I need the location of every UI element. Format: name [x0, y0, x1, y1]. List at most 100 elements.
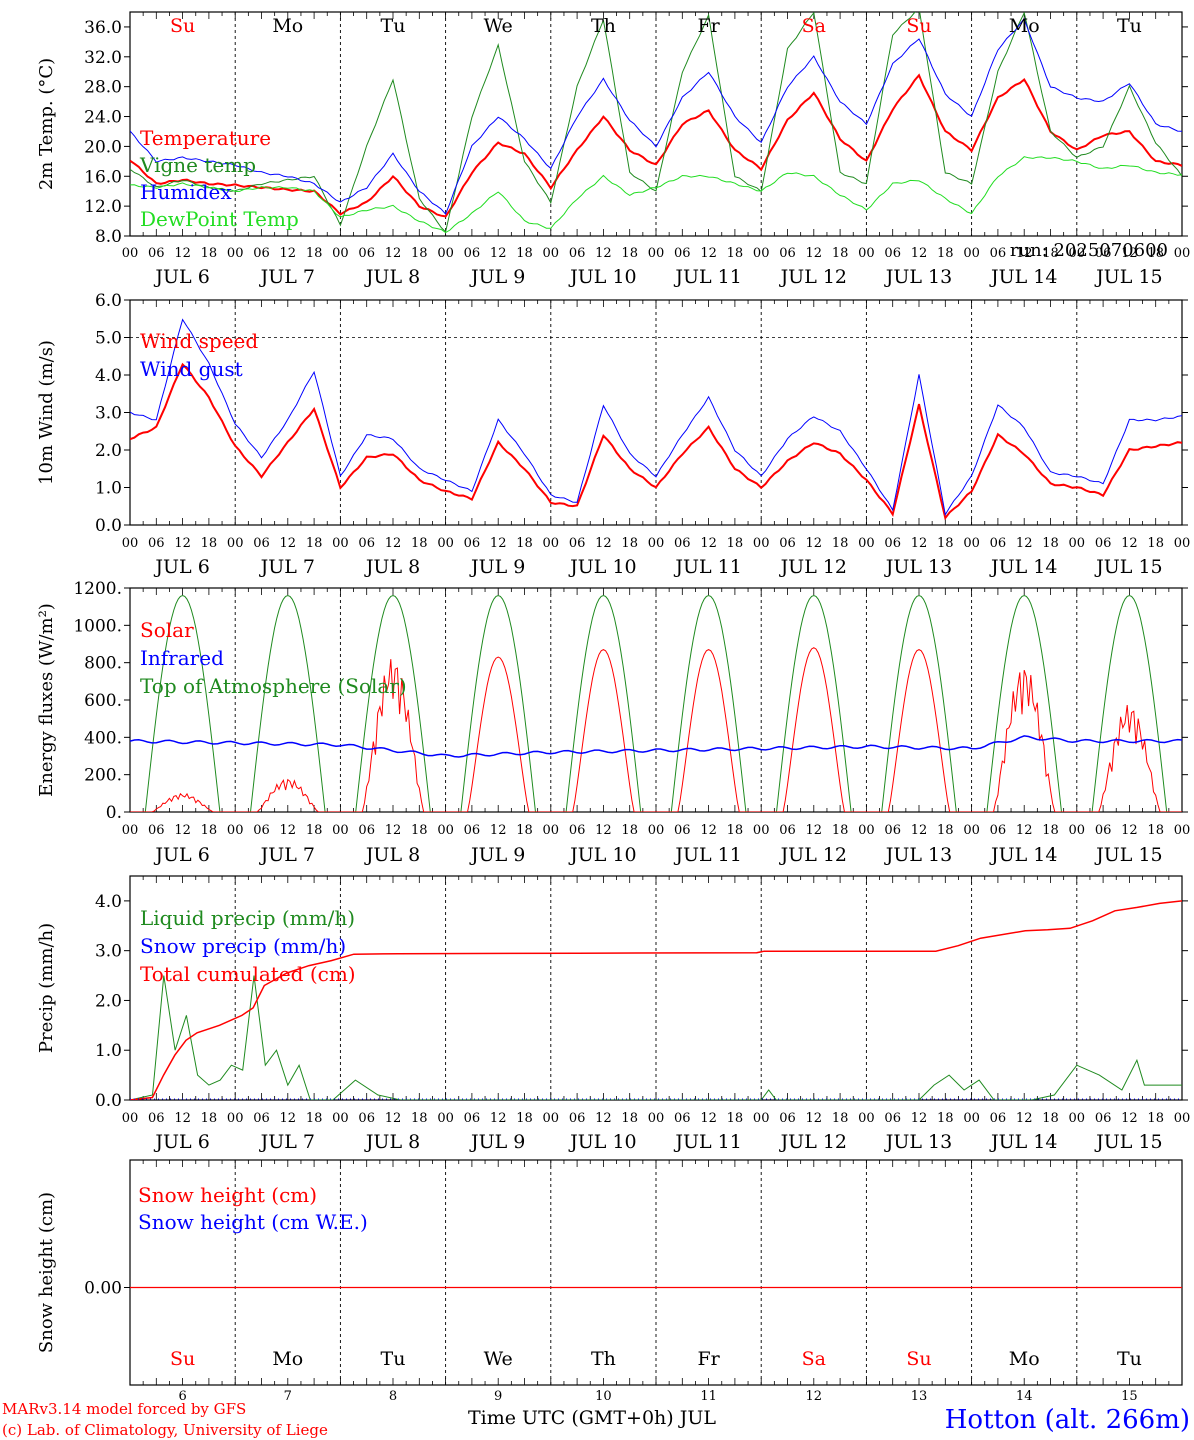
- x-hour-label: 06: [779, 1111, 796, 1126]
- day-number-label: 9: [494, 1389, 502, 1404]
- series-infrared: [130, 735, 1182, 758]
- legend-wind-speed: Wind speed: [140, 329, 258, 353]
- x-hour-label: 12: [806, 536, 823, 551]
- x-hour-label: 18: [832, 536, 849, 551]
- x-hour-label: 00: [227, 246, 244, 261]
- x-hour-label: 12: [595, 823, 612, 838]
- x-hour-label: 12: [806, 1111, 823, 1126]
- x-date-label: JUL 10: [568, 1131, 636, 1153]
- x-date-label: JUL 12: [779, 1131, 847, 1153]
- day-name-label: Mo: [272, 1348, 303, 1370]
- x-hour-label: 12: [1121, 1111, 1138, 1126]
- x-hour-label: 06: [884, 246, 901, 261]
- x-date-label: JUL 15: [1094, 266, 1162, 288]
- x-hour-label: 00: [227, 823, 244, 838]
- series-dewpoint-temp: [130, 156, 1182, 234]
- day-name-label: Su: [906, 15, 931, 37]
- x-date-label: JUL 9: [469, 844, 525, 866]
- x-hour-label: 00: [332, 823, 349, 838]
- series-total-cumulated-cm-: [130, 900, 1182, 1100]
- x-hour-label: 12: [700, 823, 717, 838]
- series-group: [130, 594, 1182, 812]
- legend-vigne-temp: Vigne temp: [139, 153, 256, 177]
- x-hour-label: 12: [700, 246, 717, 261]
- x-hour-label: 18: [832, 246, 849, 261]
- x-hour-label: 18: [1147, 536, 1164, 551]
- x-hour-label: 00: [648, 536, 665, 551]
- x-hour-label: 18: [621, 823, 638, 838]
- y-tick-label: 2.0: [95, 441, 122, 461]
- y-tick-label: 6.0: [95, 291, 122, 311]
- y-tick-label: 20.0: [84, 137, 122, 157]
- x-hour-label: 06: [464, 1111, 481, 1126]
- x-hour-label: 06: [990, 823, 1007, 838]
- x-hour-label: 06: [358, 1111, 375, 1126]
- x-hour-label: 18: [1042, 536, 1059, 551]
- x-hour-label: 12: [911, 1111, 928, 1126]
- x-date-label: JUL 11: [673, 1131, 741, 1153]
- series-wind-speed: [130, 362, 1182, 521]
- x-date-label: JUL 8: [364, 1131, 420, 1153]
- panel-2: 0.0 1.0 2.0 3.0 4.0 5.0 6.0 10m Wind (m/s) Wind …: [36, 291, 1190, 578]
- legend-snow-height-cm-w-e-: Snow height (cm W.E.): [138, 1210, 368, 1234]
- x-hour-label: 00: [437, 246, 454, 261]
- x-date-label: JUL 14: [989, 1131, 1057, 1153]
- x-hour-label: 00: [858, 1111, 875, 1126]
- x-hour-label: 00: [648, 823, 665, 838]
- x-hour-label: 00: [543, 823, 560, 838]
- y-tick-label: 0.00: [84, 1279, 122, 1299]
- x-axis-title: Time UTC (GMT+0h) JUL: [468, 1407, 716, 1429]
- x-hour-label: 06: [253, 246, 270, 261]
- x-hour-label: 00: [753, 1111, 770, 1126]
- x-hour-label: 06: [1095, 246, 1112, 261]
- x-hour-label: 18: [306, 536, 323, 551]
- x-hour-label: 18: [411, 246, 428, 261]
- x-hour-label: 12: [1016, 1111, 1033, 1126]
- x-hour-label: 00: [648, 1111, 665, 1126]
- day-number-label: 10: [595, 1389, 612, 1404]
- x-hour-label: 12: [911, 823, 928, 838]
- x-date-label: JUL 11: [673, 556, 741, 578]
- x-hour-label: 06: [1095, 823, 1112, 838]
- x-hour-label: 00: [963, 536, 980, 551]
- x-date-label: JUL 8: [364, 556, 420, 578]
- y-tick-label: 24.0: [84, 108, 122, 128]
- x-hour-label: 00: [858, 536, 875, 551]
- x-hour-label: 00: [332, 536, 349, 551]
- x-hour-label: 06: [779, 536, 796, 551]
- x-hour-label: 18: [832, 823, 849, 838]
- x-hour-label: 18: [727, 823, 744, 838]
- x-hour-label: 12: [490, 536, 507, 551]
- x-hour-label: 18: [832, 1111, 849, 1126]
- x-hour-label: 00: [332, 1111, 349, 1126]
- x-hour-label: 00: [332, 246, 349, 261]
- x-date-label: JUL 6: [153, 556, 209, 578]
- series-solar: [130, 647, 1182, 812]
- day-number-label: 13: [911, 1389, 928, 1404]
- x-date-label: JUL 6: [153, 1131, 209, 1153]
- x-hour-label: 18: [411, 536, 428, 551]
- x-date-label: JUL 7: [259, 556, 315, 578]
- x-hour-label: 18: [1147, 1111, 1164, 1126]
- x-date-label: JUL 15: [1094, 844, 1162, 866]
- x-hour-label: 12: [595, 536, 612, 551]
- x-hour-label: 06: [884, 1111, 901, 1126]
- x-hour-label: 06: [884, 823, 901, 838]
- x-date-label: JUL 12: [779, 844, 847, 866]
- x-hour-label: 12: [174, 1111, 191, 1126]
- x-hour-label: 06: [148, 1111, 165, 1126]
- x-hour-label: 00: [1069, 246, 1086, 261]
- panel-4: 0.0 1.0 2.0 3.0 4.0 Precip (mm/h) Liquid preci…: [36, 875, 1190, 1153]
- x-hour-label: 18: [201, 536, 218, 551]
- x-hour-label: 06: [148, 823, 165, 838]
- panel-1: 8.0 12.0 16.0 20.0 24.0 28.0 32.0 36.0 2m Temp. …: [36, 11, 1190, 288]
- x-hour-label: 18: [306, 823, 323, 838]
- x-hour-label: 18: [621, 1111, 638, 1126]
- x-hour-label: 00: [227, 536, 244, 551]
- day-name-label: Mo: [1009, 1348, 1040, 1370]
- y-tick-label: 1.0: [95, 479, 122, 499]
- x-hour-label: 18: [937, 1111, 954, 1126]
- y-tick-label: 4.0: [95, 366, 122, 386]
- day-number-label: 8: [389, 1389, 397, 1404]
- series-group: [130, 900, 1182, 1100]
